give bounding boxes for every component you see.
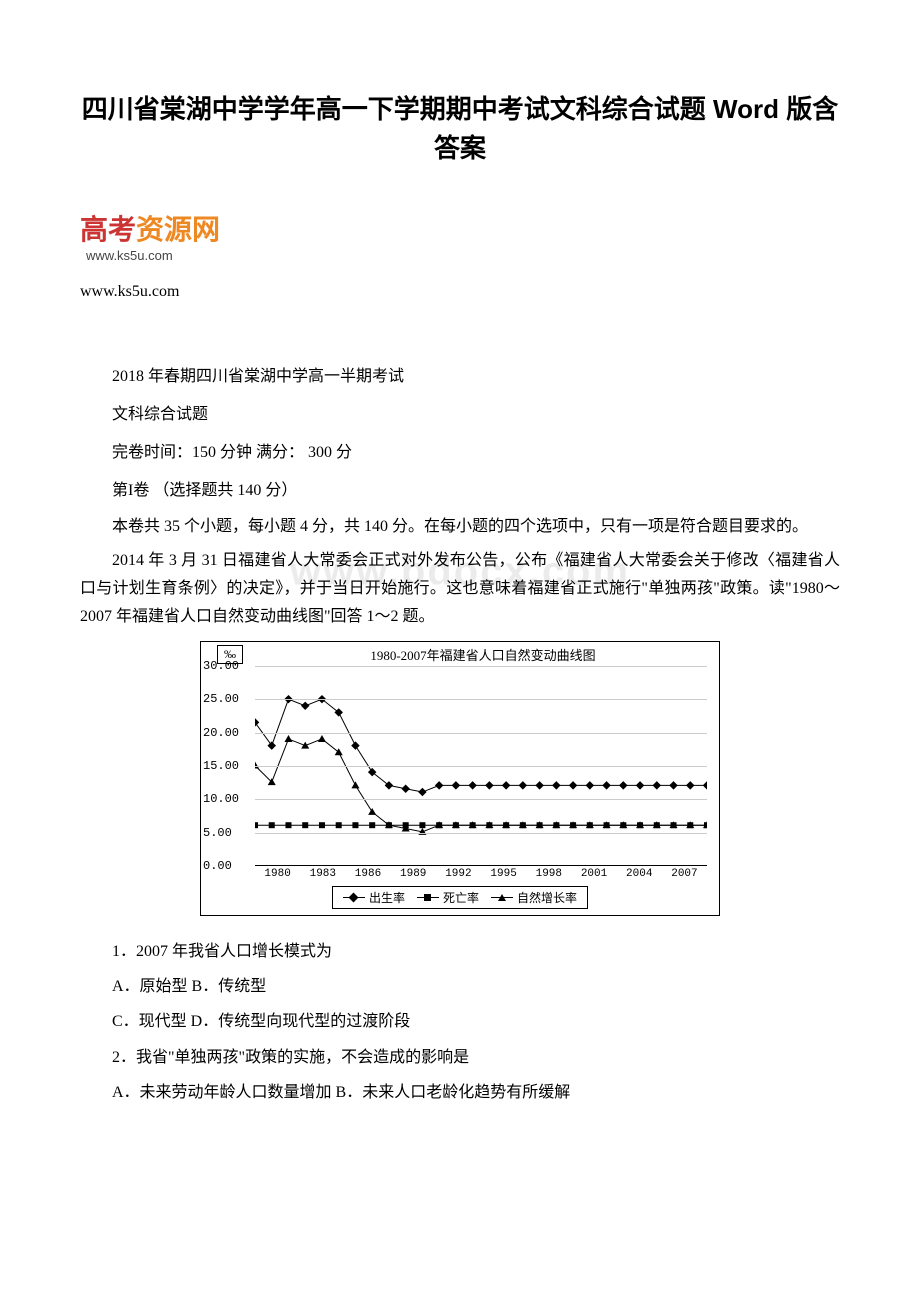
source-link: www.ks5u.com: [80, 283, 840, 301]
x-tick-label: 1983: [300, 868, 345, 880]
question-1-stem: 1．2007 年我省人口增长模式为: [80, 934, 840, 969]
x-tick-label: 1998: [526, 868, 571, 880]
x-tick-label: 2007: [662, 868, 707, 880]
x-tick-label: 1986: [345, 868, 390, 880]
y-tick-label: 20.00: [203, 726, 239, 740]
legend-birth: 出生率: [369, 889, 405, 906]
logo-text-orange: 资源网: [136, 215, 220, 246]
y-tick-label: 25.00: [203, 692, 239, 706]
y-tick-label: 30.00: [203, 659, 239, 673]
exam-header-line4: 第I卷 （选择题共 140 分）: [80, 475, 840, 507]
exam-header-line2: 文科综合试题: [80, 399, 840, 431]
question-1-options-ab: A．原始型 B．传统型: [80, 969, 840, 1004]
logo-text-red: 高考: [80, 215, 136, 246]
question-1-options-cd: C．现代型 D．传统型向现代型的过渡阶段: [80, 1004, 840, 1039]
legend-growth: 自然增长率: [517, 889, 577, 906]
y-tick-label: 0.00: [203, 859, 232, 873]
x-tick-label: 1995: [481, 868, 526, 880]
site-logo: 高考资源网 www.ks5u.com: [80, 208, 840, 263]
y-tick-label: 10.00: [203, 792, 239, 806]
x-tick-label: 1989: [391, 868, 436, 880]
passage-text: 2014 年 3 月 31 日福建省人大常委会正式对外发布公告，公布《福建省人大…: [80, 547, 840, 631]
chart-legend: 出生率 死亡率 自然增长率: [332, 886, 588, 909]
chart-title: 1980-2007年福建省人口自然变动曲线图: [251, 645, 715, 664]
x-tick-label: 2004: [617, 868, 662, 880]
x-tick-label: 2001: [571, 868, 616, 880]
document-title: 四川省棠湖中学学年高一下学期期中考试文科综合试题 Word 版含答案: [80, 90, 840, 168]
y-tick-label: 5.00: [203, 826, 232, 840]
logo-url: www.ks5u.com: [86, 248, 840, 263]
y-tick-label: 15.00: [203, 759, 239, 773]
population-chart: ‰ 1980-2007年福建省人口自然变动曲线图 0.005.0010.0015…: [200, 641, 720, 916]
legend-death: 死亡率: [443, 889, 479, 906]
question-2-stem: 2．我省"单独两孩"政策的实施，不会造成的影响是: [80, 1040, 840, 1075]
exam-instructions: 本卷共 35 个小题，每小题 4 分，共 140 分。在每小题的四个选项中，只有…: [80, 513, 840, 541]
x-tick-label: 1992: [436, 868, 481, 880]
exam-header-line3: 完卷时间：150 分钟 满分： 300 分: [80, 437, 840, 469]
exam-header-line1: 2018 年春期四川省棠湖中学高一半期考试: [80, 361, 840, 393]
x-tick-label: 1980: [255, 868, 300, 880]
question-2-options-ab: A．未来劳动年龄人口数量增加 B．未来人口老龄化趋势有所缓解: [80, 1075, 840, 1110]
